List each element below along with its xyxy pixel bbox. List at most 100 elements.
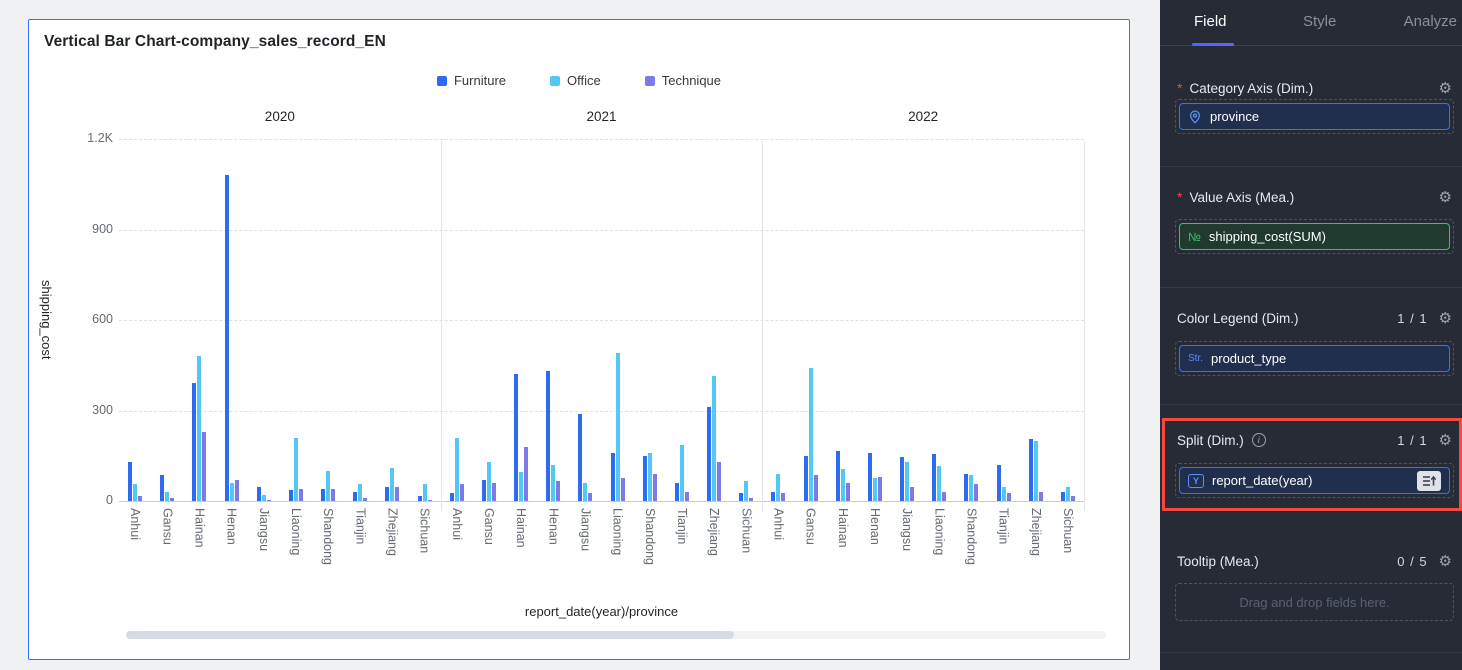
bar — [867, 452, 872, 501]
bar — [932, 454, 937, 501]
x-tick-label: Henan — [224, 508, 239, 545]
bar — [417, 496, 422, 501]
bar — [679, 445, 684, 501]
legend-item-technique[interactable]: Technique — [644, 73, 721, 88]
field-chip-label: province — [1210, 109, 1260, 124]
tab-style[interactable]: Style — [1303, 13, 1337, 30]
facet-separator — [1084, 141, 1085, 511]
x-tick-label: Gansu — [160, 508, 175, 545]
x-tick-label: Shandong — [321, 508, 336, 566]
bar — [937, 466, 942, 501]
bar — [229, 482, 234, 501]
bar — [808, 368, 813, 501]
chart-title: Vertical Bar Chart-company_sales_record_… — [44, 33, 386, 50]
bar — [803, 455, 808, 501]
field-chip-product-type[interactable]: Str. product_type — [1179, 345, 1450, 372]
field-chip-label: report_date(year) — [1212, 473, 1313, 488]
legend-item-label: Office — [567, 73, 601, 88]
value-axis-dropzone[interactable]: № shipping_cost(SUM) — [1175, 219, 1454, 254]
category-axis-dropzone[interactable]: province — [1175, 99, 1454, 134]
x-tick-label: Liaoning — [610, 508, 625, 556]
sort-order-icon[interactable] — [1417, 470, 1441, 491]
legend-item-furniture[interactable]: Furniture — [436, 73, 507, 88]
bar — [974, 484, 979, 501]
bar — [910, 487, 915, 501]
split-header: Split (Dim.) i 1 / 1 ⚙ — [1177, 430, 1452, 450]
bar — [321, 488, 326, 501]
legend-swatch-icon — [436, 75, 447, 86]
bar — [524, 446, 529, 501]
bar — [138, 496, 143, 501]
bar — [652, 473, 657, 501]
gear-icon[interactable]: ⚙ — [1438, 188, 1452, 206]
bar — [160, 475, 165, 501]
section-divider — [1160, 652, 1462, 653]
x-tick-label: Jiangsu — [578, 508, 593, 552]
bar — [610, 452, 615, 501]
horizontal-scrollbar[interactable] — [126, 631, 1106, 639]
bar — [358, 484, 363, 501]
bar — [1006, 493, 1011, 501]
bar — [771, 491, 776, 501]
legend-item-office[interactable]: Office — [550, 73, 601, 88]
bar — [905, 461, 910, 501]
chart-widget-card[interactable]: Vertical Bar Chart-company_sales_record_… — [28, 19, 1130, 660]
bar — [877, 476, 882, 501]
field-chip-report-date[interactable]: Y report_date(year) — [1179, 467, 1450, 494]
split-dropzone[interactable]: Y report_date(year) — [1175, 463, 1454, 498]
y-tick-label: 0 — [106, 493, 113, 507]
scrollbar-thumb[interactable] — [126, 631, 734, 639]
color-legend-dropzone[interactable]: Str. product_type — [1175, 341, 1454, 376]
bar — [165, 491, 170, 501]
required-asterisk: * — [1177, 80, 1183, 96]
facet-separator — [440, 141, 442, 511]
bar — [298, 488, 303, 501]
gear-icon[interactable]: ⚙ — [1438, 552, 1452, 570]
bar — [712, 375, 717, 501]
bar — [202, 431, 207, 501]
x-tick-label: Tianjin — [996, 508, 1011, 545]
gear-icon[interactable]: ⚙ — [1438, 79, 1452, 97]
bar — [546, 371, 551, 501]
bar — [293, 437, 298, 501]
y-tick-label: 300 — [92, 402, 113, 417]
bar — [197, 356, 202, 501]
field-chip-shipping-cost[interactable]: № shipping_cost(SUM) — [1179, 223, 1450, 250]
chart-legend: Furniture Office Technique — [29, 73, 1129, 88]
tab-field[interactable]: Field — [1194, 13, 1227, 30]
bar — [1038, 491, 1043, 501]
x-tick-label: Anhui — [449, 508, 464, 540]
gear-icon[interactable]: ⚙ — [1438, 431, 1452, 449]
x-axis-labels: Anhui Gansu Hainan Henan Jiangsu Liaoning Shan… — [119, 508, 1084, 620]
split-highlight-box — [1162, 418, 1462, 511]
field-config-panel: Field Style Analyze * Category Axis (Dim… — [1160, 0, 1462, 670]
string-field-icon: Str. — [1188, 353, 1204, 364]
tooltip-dropzone[interactable]: Drag and drop fields here. — [1175, 583, 1454, 621]
tab-analyze[interactable]: Analyze — [1403, 13, 1457, 30]
y-axis-ticks: 0 300 600 900 1.2K — [63, 131, 113, 507]
gear-icon[interactable]: ⚙ — [1438, 309, 1452, 327]
field-chip-label: product_type — [1211, 351, 1287, 366]
legend-item-label: Furniture — [453, 73, 507, 88]
bar — [390, 467, 395, 501]
bar — [900, 457, 905, 501]
x-tick-label: Sichuan — [417, 508, 432, 554]
bar — [427, 499, 432, 501]
bar — [454, 437, 459, 501]
bar — [514, 374, 519, 501]
bar — [224, 175, 229, 501]
bar — [588, 493, 593, 501]
color-legend-header: Color Legend (Dim.) 1 / 1 ⚙ — [1177, 308, 1452, 328]
y-tick-label: 600 — [92, 312, 113, 326]
bar — [363, 497, 368, 501]
plot-area — [119, 139, 1085, 511]
bar — [744, 481, 749, 501]
bar — [707, 407, 712, 501]
field-chip-province[interactable]: province — [1179, 103, 1450, 130]
category-axis-header: * Category Axis (Dim.) ⚙ — [1177, 78, 1452, 98]
bar — [133, 484, 138, 501]
bar — [261, 494, 266, 501]
required-asterisk: * — [1177, 189, 1183, 205]
bar — [1033, 440, 1038, 501]
info-icon[interactable]: i — [1251, 433, 1266, 447]
